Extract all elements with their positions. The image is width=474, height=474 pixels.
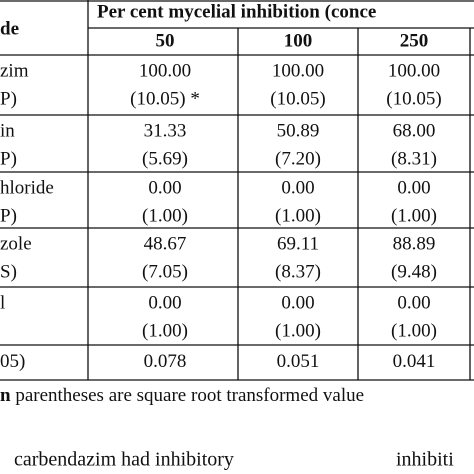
cell: (1.00) — [275, 320, 321, 341]
row-label: zole — [0, 233, 32, 254]
cell: (8.31) — [391, 148, 437, 169]
column-header: 250 — [400, 30, 429, 51]
cell: (7.05) — [142, 261, 188, 282]
cell: 100.00 — [272, 60, 324, 81]
cell: 31.33 — [144, 120, 187, 141]
column-header: 100 — [284, 30, 313, 51]
row-label: P) — [0, 148, 17, 169]
cell: (5.69) — [142, 148, 188, 169]
footnote-text: parentheses are square root transformed … — [11, 385, 364, 406]
body-text: carbendazim had inhibitory — [14, 449, 234, 471]
row-label: P) — [0, 205, 17, 226]
cell: (7.20) — [275, 148, 321, 169]
column-header: 50 — [156, 30, 175, 51]
row-label: l — [0, 292, 5, 313]
cell: 69.11 — [277, 233, 319, 254]
footnote-marker: n — [0, 385, 11, 406]
cell: (10.05) — [386, 88, 441, 109]
cell: 0.00 — [281, 177, 314, 198]
cell: (1.00) — [275, 205, 321, 226]
cell: 88.89 — [393, 233, 436, 254]
row-label: zim — [0, 60, 29, 81]
cell: (1.00) — [142, 320, 188, 341]
header-stub: de — [0, 18, 19, 39]
cell: 100.00 — [388, 60, 440, 81]
row-label: 05) — [0, 351, 25, 372]
cell: 0.00 — [148, 177, 181, 198]
header-group: Per cent mycelial inhibition (conce — [97, 1, 376, 22]
cell: 0.00 — [397, 177, 430, 198]
footnote: n parentheses are square root transforme… — [0, 385, 364, 406]
row-label: S) — [0, 261, 17, 282]
cell: 0.00 — [397, 292, 430, 313]
cell: (10.05) * — [130, 88, 200, 109]
cell: 0.00 — [281, 292, 314, 313]
cell: 0.051 — [277, 351, 320, 372]
cell: 0.078 — [144, 351, 187, 372]
cell: (8.37) — [275, 261, 321, 282]
row-label: P) — [0, 88, 17, 109]
cell: (1.00) — [142, 205, 188, 226]
cell: (1.00) — [391, 320, 437, 341]
cell: 50.89 — [277, 120, 320, 141]
cell: 68.00 — [393, 120, 436, 141]
cell: 0.00 — [148, 292, 181, 313]
cell: 48.67 — [144, 233, 187, 254]
row-label: hloride — [0, 177, 54, 198]
cell: (10.05) — [270, 88, 325, 109]
cell: (1.00) — [391, 205, 437, 226]
cell: (9.48) — [391, 261, 437, 282]
row-label: in — [0, 120, 15, 141]
body-text: inhibiti — [396, 449, 454, 471]
cell: 0.041 — [393, 351, 436, 372]
cell: 100.00 — [139, 60, 191, 81]
